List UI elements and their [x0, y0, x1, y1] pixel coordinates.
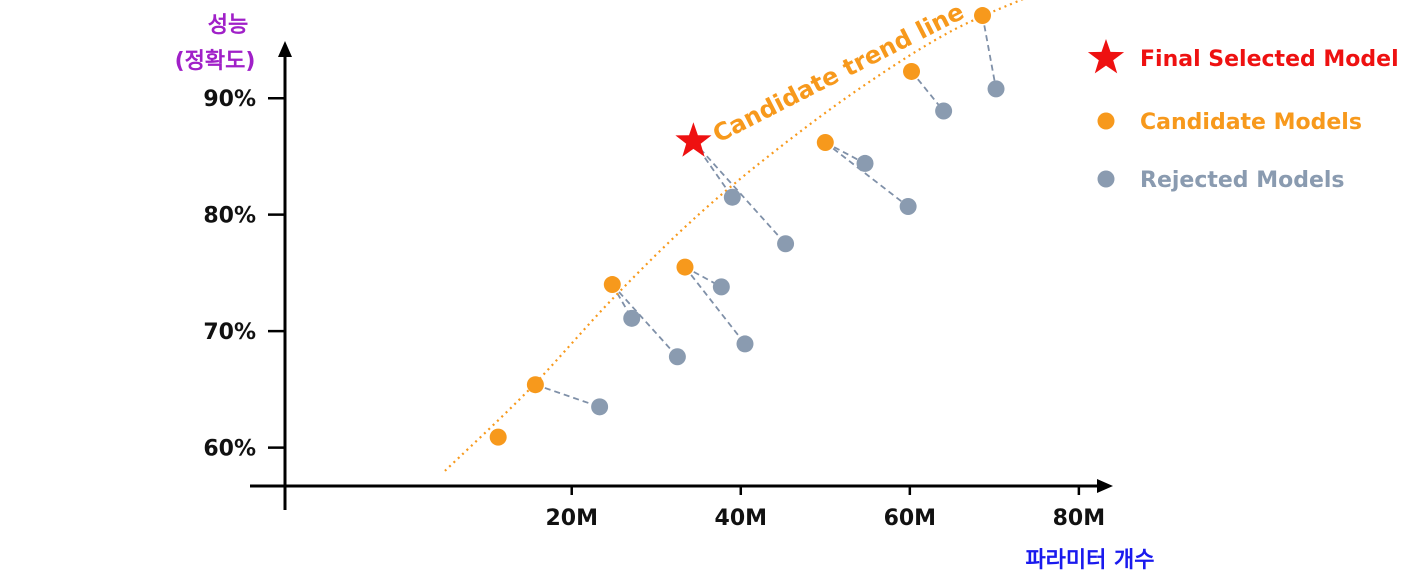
- trend-line: [444, 0, 1024, 472]
- rejected-point: [987, 80, 1005, 98]
- y-tick-label: 90%: [203, 87, 256, 112]
- x-axis-label: 파라미터 개수: [1025, 548, 1154, 573]
- rejected-point: [712, 278, 730, 296]
- y-axis-arrowhead: [278, 41, 292, 57]
- y-tick-label: 70%: [203, 320, 256, 345]
- connector-line: [611, 283, 679, 358]
- y-ticks: 60% 70% 80% 90%: [203, 87, 285, 462]
- connector-line: [692, 140, 787, 245]
- rejected-point: [736, 335, 754, 353]
- y-tick-label: 60%: [203, 437, 256, 462]
- rejected-point: [856, 154, 874, 172]
- y-tick-label: 80%: [203, 204, 256, 229]
- x-tick-label: 40M: [715, 506, 768, 531]
- candidate-point: [676, 258, 694, 276]
- legend-star-icon: [1087, 39, 1125, 74]
- x-axis-arrowhead: [1097, 479, 1113, 493]
- rejected-point: [723, 188, 741, 206]
- x-tick-label: 60M: [884, 506, 937, 531]
- rejected-point: [591, 398, 609, 416]
- axes: [250, 41, 1113, 510]
- candidate-point: [816, 133, 834, 151]
- data-markers: [489, 7, 1005, 446]
- x-tick-label: 80M: [1053, 506, 1106, 531]
- connector-line: [535, 383, 600, 408]
- legend-label: Final Selected Model: [1140, 47, 1399, 72]
- candidate-point: [526, 376, 544, 394]
- legend-label: Rejected Models: [1140, 168, 1345, 193]
- candidate-point: [489, 428, 507, 446]
- legend: Final Selected Model Candidate Models Reje…: [1087, 39, 1399, 193]
- rejected-point: [899, 198, 917, 216]
- candidate-point: [603, 276, 621, 294]
- rejected-point: [935, 102, 953, 120]
- connector-line: [684, 266, 746, 345]
- y-axis-label-line-1: 성능: [208, 13, 248, 38]
- legend-label: Candidate Models: [1140, 110, 1362, 135]
- connector-line: [824, 141, 909, 208]
- rejected-point: [668, 348, 686, 366]
- rejected-point: [623, 309, 641, 327]
- connector-lines: [535, 15, 997, 408]
- rejected-point: [777, 235, 795, 253]
- x-ticks: 20M 40M 60M 80M: [545, 486, 1105, 531]
- legend-dot-icon: [1097, 170, 1115, 188]
- y-axis-label-line-2: (정확도): [175, 49, 256, 74]
- connector-line: [981, 15, 997, 90]
- final-model-star: [675, 122, 712, 157]
- legend-dot-icon: [1097, 112, 1115, 130]
- x-tick-label: 20M: [545, 506, 598, 531]
- candidate-point: [974, 7, 992, 25]
- trend-line-label: Candidate trend line: [708, 0, 968, 148]
- candidate-point: [903, 62, 921, 80]
- connector-line: [824, 141, 866, 165]
